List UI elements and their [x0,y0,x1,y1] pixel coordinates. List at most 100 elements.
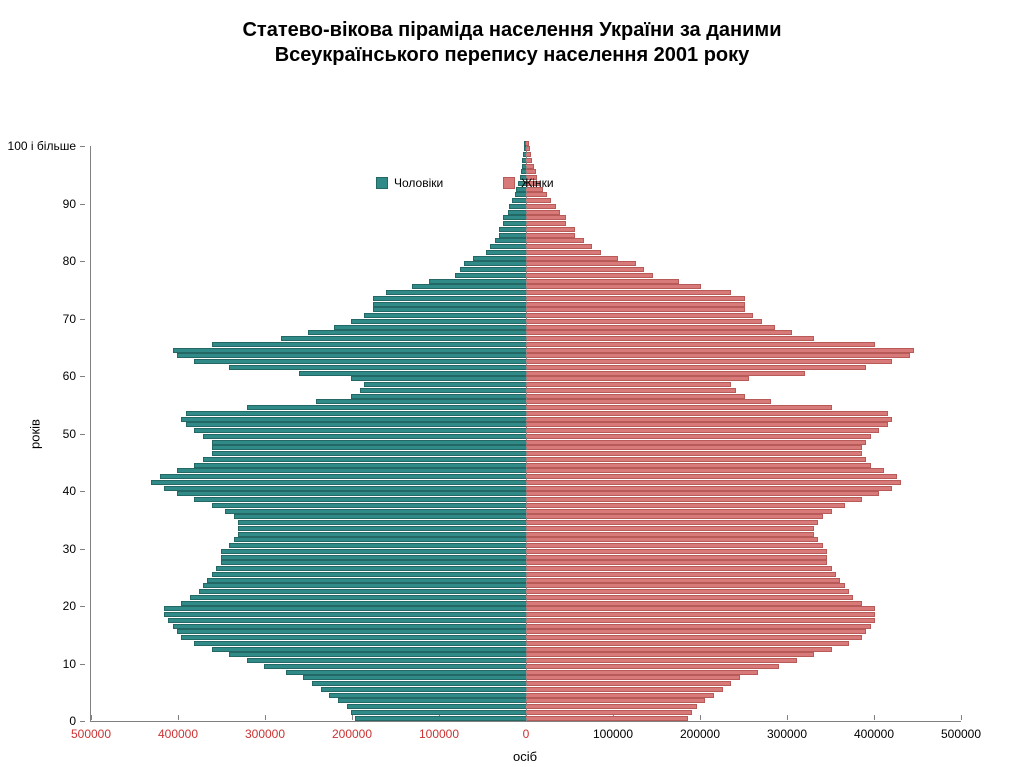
bar-male [495,238,526,243]
bar-female [526,353,910,358]
bar-female [526,457,866,462]
bar-female [526,267,644,272]
bar-female [526,342,875,347]
bar-male [164,612,526,617]
bar-female [526,290,731,295]
bar-male [186,411,526,416]
bar-female [526,624,871,629]
x-tick: 200000 [680,721,720,741]
bar-female [526,601,862,606]
bar-male [229,365,526,370]
bar-female [526,313,753,318]
bar-male [212,572,526,577]
bar-female [526,509,832,514]
bar-female [526,319,762,324]
bar-male [234,537,526,542]
bar-female [526,537,818,542]
bar-male [286,670,526,675]
bar-female [526,405,832,410]
bar-male [247,658,526,663]
bar-male [238,532,526,537]
bar-male [194,428,526,433]
bar-male [177,353,526,358]
bar-female [526,302,745,307]
bar-male [194,497,526,502]
bar-female [526,365,866,370]
legend-label-male: Чоловіки [394,176,443,190]
bar-female [526,543,823,548]
bar-male [464,261,526,266]
legend-label-female: Жінки [521,176,553,190]
bar-female [526,693,714,698]
chart-title: Статево-вікова піраміда населення Україн… [0,0,1024,68]
bar-female [526,566,832,571]
bar-female [526,204,556,209]
bar-male [512,198,526,203]
bar-female [526,451,862,456]
bar-female [526,330,792,335]
bar-female [526,497,862,502]
bar-male [151,480,526,485]
bar-male [347,704,526,709]
bar-male [199,589,526,594]
bar-male [177,629,526,634]
bar-male [373,307,526,312]
pyramid-row [91,141,961,146]
bar-male [351,319,526,324]
bar-female [526,463,871,468]
chart-title-line1: Статево-вікова піраміда населення Україн… [0,18,1024,43]
y-tick: 10 [63,657,91,671]
bar-male [373,302,526,307]
bar-female [526,434,871,439]
y-axis-label: років [28,419,43,449]
x-tick: 100000 [593,721,633,741]
bar-male [216,566,526,571]
bar-male [203,457,526,462]
bar-male [429,279,526,284]
bar-male [173,624,526,629]
bar-male [221,560,527,565]
bar-female [526,164,534,169]
y-tick-top: 100 і більше [8,139,91,153]
bar-male [364,313,526,318]
x-tick: 300000 [245,721,285,741]
bar-female [526,675,740,680]
bar-male [229,543,526,548]
y-tick: 50 [63,427,91,441]
bar-male [364,382,526,387]
bar-female [526,192,547,197]
bar-female [526,520,818,525]
bar-male [460,267,526,272]
bar-female [526,670,758,675]
legend-item-male: Чоловіки [376,176,443,190]
x-tick: 300000 [767,721,807,741]
bar-female [526,250,601,255]
y-tick: 90 [63,197,91,211]
bar-female [526,612,875,617]
bar-female [526,526,814,531]
y-tick: 40 [63,484,91,498]
bar-male [473,256,526,261]
bar-male [486,250,526,255]
bar-male [351,376,526,381]
bar-male [503,221,526,226]
bar-female [526,371,805,376]
bar-female [526,428,879,433]
x-tick: 200000 [332,721,372,741]
bar-female [526,382,731,387]
bar-male [386,290,526,295]
bar-female [526,440,866,445]
bar-male [351,394,526,399]
y-tick: 80 [63,254,91,268]
bar-male [212,342,526,347]
y-tick: 70 [63,312,91,326]
bar-female [526,555,827,560]
bar-female [526,572,836,577]
bar-male [221,555,527,560]
bar-female [526,716,688,721]
bar-male [221,549,527,554]
bar-female [526,307,745,312]
bar-male [181,601,526,606]
bar-female [526,296,745,301]
bar-male [509,204,526,209]
